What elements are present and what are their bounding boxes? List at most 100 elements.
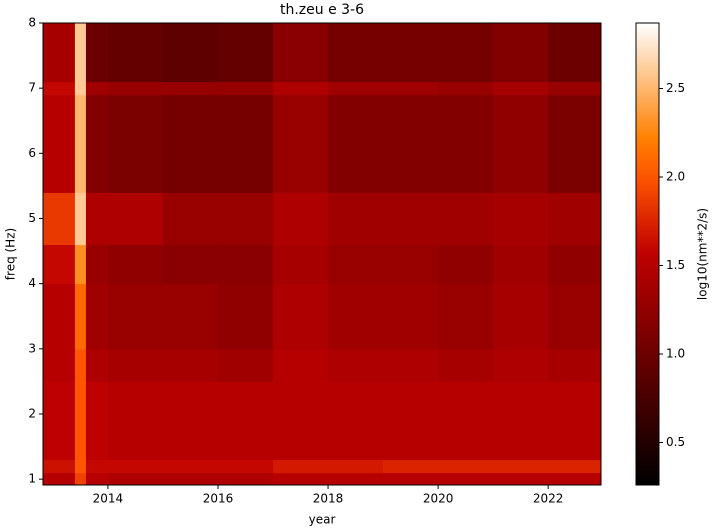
- heatmap-cell: [162, 192, 219, 246]
- heatmap-cell: [74, 472, 87, 486]
- heatmap-cell: [548, 94, 602, 193]
- heatmap-cell: [162, 381, 219, 461]
- heatmap-cell: [107, 192, 164, 246]
- heatmap-cell: [548, 459, 602, 474]
- heatmap-cell: [383, 94, 439, 193]
- heatmap-cell: [328, 81, 384, 96]
- chart-title: th.zeu e 3-6: [280, 2, 364, 18]
- colorbar-tick-label: 2.0: [666, 170, 685, 184]
- heatmap-cell: [85, 472, 109, 486]
- heatmap-cell: [548, 192, 602, 246]
- heatmap-cell: [438, 94, 494, 193]
- heatmap-cell: [107, 94, 164, 193]
- heatmap-cell: [85, 192, 109, 246]
- heatmap-cell: [383, 244, 439, 285]
- heatmap-cell: [273, 381, 329, 461]
- heatmap-cell: [217, 244, 274, 285]
- heatmap-cell: [74, 23, 87, 83]
- heatmap-cell: [217, 94, 274, 193]
- heatmap-cell: [107, 283, 164, 350]
- heatmap-cell: [493, 459, 549, 474]
- y-tick-label: 3: [28, 341, 36, 355]
- x-tick-label: 2016: [203, 492, 234, 506]
- heatmap-cell: [383, 381, 439, 461]
- y-axis-label: freq (Hz): [4, 228, 18, 280]
- x-tick-label: 2014: [93, 492, 124, 506]
- heatmap-cell: [217, 283, 274, 350]
- heatmap-cell: [162, 283, 219, 350]
- heatmap-cell: [383, 283, 439, 350]
- y-tick-label: 5: [28, 211, 36, 225]
- y-tick-label: 2: [28, 406, 36, 420]
- heatmap-cell: [43, 459, 76, 474]
- heatmap: [43, 23, 602, 486]
- heatmap-cell: [548, 81, 602, 96]
- heatmap-cell: [162, 459, 219, 474]
- heatmap-cell: [74, 192, 87, 246]
- x-tick-label: 2020: [423, 492, 454, 506]
- heatmap-cell: [162, 23, 219, 83]
- heatmap-cell: [273, 192, 329, 246]
- heatmap-cell: [383, 348, 439, 382]
- heatmap-cell: [438, 244, 494, 285]
- heatmap-cell: [493, 283, 549, 350]
- heatmap-cell: [107, 472, 164, 486]
- y-tick-label: 4: [28, 276, 36, 290]
- heatmap-cell: [273, 472, 329, 486]
- heatmap-cell: [107, 81, 164, 96]
- heatmap-cell: [548, 348, 602, 382]
- heatmap-cell: [43, 381, 76, 461]
- colorbar-tick-label: 1.0: [666, 347, 685, 361]
- heatmap-cell: [383, 459, 439, 474]
- heatmap-cell: [328, 283, 384, 350]
- heatmap-cell: [493, 348, 549, 382]
- heatmap-cell: [273, 348, 329, 382]
- heatmap-cell: [74, 381, 87, 461]
- heatmap-cell: [493, 244, 549, 285]
- heatmap-cell: [162, 348, 219, 382]
- heatmap-cell: [493, 192, 549, 246]
- heatmap-cell: [438, 23, 494, 83]
- x-tick-label: 2018: [313, 492, 344, 506]
- heatmap-cell: [107, 23, 164, 83]
- heatmap-cell: [438, 348, 494, 382]
- heatmap-cell: [548, 244, 602, 285]
- heatmap-cell: [74, 244, 87, 285]
- heatmap-cell: [438, 81, 494, 96]
- heatmap-cell: [43, 23, 76, 83]
- colorbar-tick-label: 2.5: [666, 81, 685, 95]
- heatmap-cell: [438, 472, 494, 486]
- heatmap-cell: [493, 381, 549, 461]
- heatmap-cell: [217, 472, 274, 486]
- heatmap-cell: [548, 472, 602, 486]
- heatmap-cell: [217, 23, 274, 83]
- heatmap-cell: [328, 192, 384, 246]
- y-tick-label: 6: [28, 146, 36, 160]
- heatmap-cell: [438, 283, 494, 350]
- heatmap-cell: [493, 472, 549, 486]
- heatmap-cell: [217, 381, 274, 461]
- heatmap-cell: [438, 381, 494, 461]
- heatmap-cell: [85, 459, 109, 474]
- heatmap-cell: [107, 348, 164, 382]
- y-tick-label: 1: [28, 472, 36, 486]
- heatmap-cell: [85, 348, 109, 382]
- heatmap-cell: [328, 459, 384, 474]
- heatmap-cell: [162, 94, 219, 193]
- heatmap-cell: [85, 244, 109, 285]
- heatmap-cell: [85, 283, 109, 350]
- heatmap-cell: [74, 81, 87, 96]
- heatmap-cell: [438, 192, 494, 246]
- heatmap-cell: [74, 459, 87, 474]
- x-tick-label: 2022: [533, 492, 564, 506]
- heatmap-cell: [273, 244, 329, 285]
- y-tick-label: 7: [28, 81, 36, 95]
- heatmap-cell: [217, 81, 274, 96]
- heatmap-cell: [43, 472, 76, 486]
- heatmap-cell: [162, 472, 219, 486]
- heatmap-cell: [107, 244, 164, 285]
- heatmap-cell: [74, 94, 87, 193]
- plot-frame: [42, 22, 602, 486]
- heatmap-cell: [217, 348, 274, 382]
- heatmap-cell: [43, 94, 76, 193]
